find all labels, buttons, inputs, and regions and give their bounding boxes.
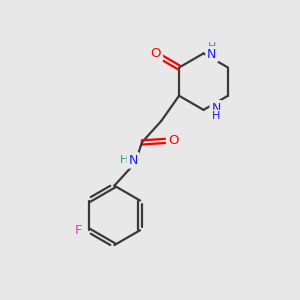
Text: N: N bbox=[128, 154, 138, 167]
Text: H: H bbox=[208, 42, 216, 52]
Text: O: O bbox=[168, 134, 178, 147]
Text: O: O bbox=[151, 47, 161, 60]
Text: N: N bbox=[207, 48, 217, 61]
Text: H: H bbox=[212, 111, 220, 122]
Text: N: N bbox=[211, 102, 221, 115]
Text: F: F bbox=[74, 224, 82, 237]
Text: H: H bbox=[120, 155, 128, 165]
